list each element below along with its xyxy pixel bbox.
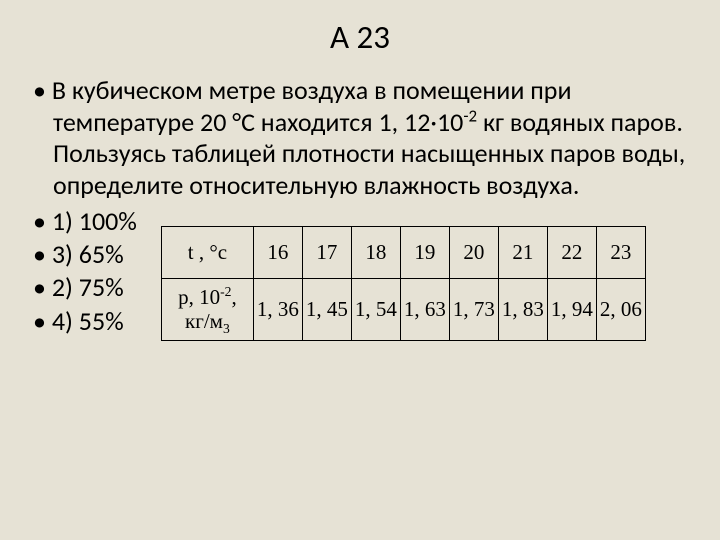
table-row: t , °c 16 17 18 19 20 21 22 23 [161, 226, 645, 278]
temp-cell: 19 [400, 226, 449, 278]
temp-cell: 18 [351, 226, 400, 278]
problem-exponent: -2 [463, 105, 477, 126]
options-list: 1) 100% 3) 65% 2) 75% 4) 55% [33, 205, 137, 338]
temp-cell: 21 [498, 226, 547, 278]
option-1: 1) 100% [53, 205, 137, 238]
content-area: • В кубическом метре воздуха в помещении… [25, 75, 695, 341]
temp-cell: 20 [449, 226, 498, 278]
density-cell: 1, 45 [302, 278, 351, 340]
options-and-table: 1) 100% 3) 65% 2) 75% 4) 55% t , °c 16 1… [33, 205, 695, 341]
option-2: 3) 65% [53, 238, 137, 271]
density-header-p1: p, 10 [178, 285, 220, 309]
temp-cell: 22 [547, 226, 596, 278]
table-row: p, 10-2, кг/м3 1, 36 1, 45 1, 54 1, 63 1… [161, 278, 645, 340]
option-4: 4) 55% [53, 305, 137, 338]
temp-cell: 16 [253, 226, 302, 278]
density-header-sub: 3 [223, 322, 230, 337]
density-table: t , °c 16 17 18 19 20 21 22 23 p, 10-2, … [161, 226, 646, 341]
density-cell: 1, 73 [449, 278, 498, 340]
density-cell: 1, 54 [351, 278, 400, 340]
density-cell: 1, 63 [400, 278, 449, 340]
density-header: p, 10-2, кг/м3 [161, 278, 253, 340]
density-cell: 1, 36 [253, 278, 302, 340]
density-cell: 1, 83 [498, 278, 547, 340]
slide-title: А 23 [25, 17, 695, 57]
density-cell: 1, 94 [547, 278, 596, 340]
temp-cell: 23 [596, 226, 645, 278]
problem-text: • В кубическом метре воздуха в помещении… [33, 75, 695, 202]
bullet: • [33, 74, 52, 106]
density-header-exp: -2 [220, 284, 231, 299]
temp-cell: 17 [302, 226, 351, 278]
temp-header: t , °c [161, 226, 253, 278]
density-cell: 2, 06 [596, 278, 645, 340]
option-3: 2) 75% [53, 271, 137, 304]
